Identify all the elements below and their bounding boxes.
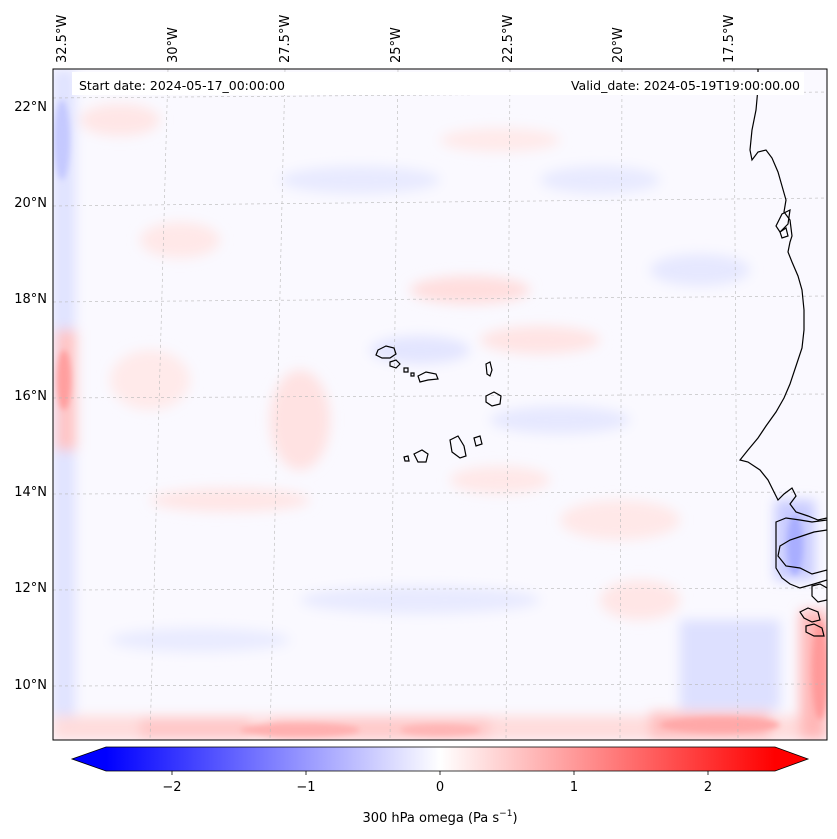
gridlines [53, 69, 827, 740]
lon-tick-label: 25°W [389, 27, 404, 63]
lon-tick-label: 30°W [166, 27, 181, 63]
colorbar-label: 300 hPa omega (Pa s−1) [362, 809, 517, 826]
colorbar-outline [70, 746, 810, 772]
island-maio [473, 435, 483, 447]
lat-tick-label: 14°N [14, 485, 47, 500]
map-panel[interactable] [53, 69, 828, 740]
island-sao-vicente [389, 359, 401, 369]
lat-tick-label: 16°N [14, 389, 47, 404]
lat-tick-label: 12°N [14, 581, 47, 596]
valid-date-label: Valid_date: 2024-05-19T19:00:00.00 [571, 78, 800, 93]
header-band [72, 72, 804, 95]
lat-tick-label: 18°N [14, 292, 47, 307]
island-sal [485, 361, 493, 377]
colorbar-tick-label: −1 [296, 780, 315, 795]
colorbar-body [106, 747, 775, 771]
lon-tick-label: 27.5°W [278, 15, 293, 63]
island-santo-antao [375, 345, 397, 359]
lat-tick-label: 22°N [14, 100, 47, 115]
island-santiago [449, 435, 467, 459]
colorbar-extend-high [775, 747, 808, 771]
colorbar-tick-label: −2 [162, 780, 181, 795]
map-frame [52, 68, 828, 741]
lon-tick-label: 17.5°W [722, 15, 737, 63]
lon-tick-label: 22.5°W [501, 15, 516, 63]
island-sao-nicolau [417, 371, 439, 383]
island-boa-vista [485, 391, 502, 407]
colorbar-tick-label: 0 [436, 780, 444, 795]
longitude-axis: 32.5°W 30°W 27.5°W 25°W 22.5°W 20°W 17.5… [55, 15, 737, 63]
omega-field-detail [54, 100, 827, 737]
colorbar-tick-label: 1 [570, 780, 578, 795]
colorbar-tick-label: 2 [704, 780, 712, 795]
africa-coastline [738, 69, 827, 521]
start-date-label: Start date: 2024-05-17_00:00:00 [79, 78, 285, 93]
coastlines [375, 69, 827, 637]
latitude-axis: 22°N 20°N 18°N 16°N 14°N 12°N 10°N [14, 100, 47, 693]
lat-tick-label: 10°N [14, 678, 47, 693]
colorbar: −2 −1 0 1 2 300 hPa omega (Pa s−1) [70, 746, 810, 826]
island-fogo [413, 449, 429, 463]
lat-tick-label: 20°N [14, 196, 47, 211]
island-brava [403, 455, 410, 462]
colorbar-extend-low [72, 747, 106, 771]
lon-tick-label: 32.5°W [55, 15, 70, 63]
lon-tick-label: 20°W [611, 27, 626, 63]
